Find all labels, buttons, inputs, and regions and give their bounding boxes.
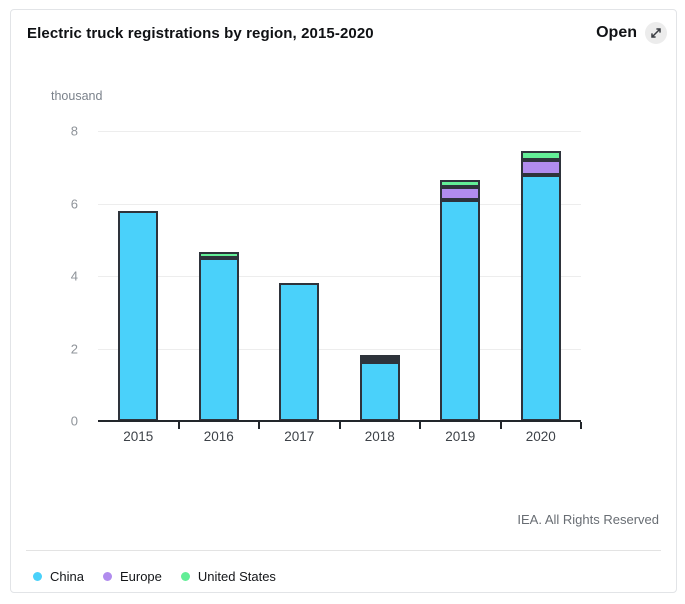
source-attribution: IEA. All Rights Reserved <box>517 512 659 527</box>
y-axis-label-6: 6 <box>70 196 78 212</box>
footer-divider <box>26 550 661 551</box>
y-axis-label-4: 4 <box>70 268 78 284</box>
bar-2018-united-states[interactable] <box>359 355 400 360</box>
gridline-4 <box>98 276 581 278</box>
bar-2020-china[interactable] <box>520 174 561 421</box>
bar-2015-china[interactable] <box>118 211 159 421</box>
x-axis-label-2017: 2017 <box>284 429 315 444</box>
legend-swatch-united-states <box>180 571 190 581</box>
x-axis-tick <box>258 422 260 429</box>
y-axis-label-2: 2 <box>70 341 78 357</box>
legend-item-china[interactable]: China <box>33 569 84 584</box>
x-axis-tick <box>177 422 180 429</box>
x-axis-label-2020: 2020 <box>525 429 556 444</box>
legend-swatch-china <box>33 571 42 581</box>
bar-2016-china[interactable] <box>198 258 239 421</box>
bar-2020-europe[interactable] <box>520 160 561 175</box>
x-axis-tick <box>499 422 502 429</box>
gridline-6 <box>98 203 581 205</box>
chart-legend: China Europe United States <box>33 564 276 588</box>
y-axis-label-0: 0 <box>70 413 78 429</box>
bar-2020-united-states[interactable] <box>520 151 561 161</box>
x-axis-line <box>98 420 581 422</box>
x-axis-label-2015: 2015 <box>123 429 154 444</box>
bar-2017-china[interactable] <box>279 283 320 421</box>
stacked-bar-chart: 0 2 4 6 8 2015 2016 2017 2018 2019 2020 <box>11 10 678 480</box>
x-axis-tick <box>580 422 582 429</box>
bar-2019-china[interactable] <box>440 200 481 421</box>
bar-2018-china[interactable] <box>359 362 400 421</box>
legend-label: Europe <box>119 568 162 584</box>
expand-diagonal-icon[interactable] <box>645 22 667 44</box>
bar-2018-europe[interactable] <box>359 359 400 364</box>
x-axis-tick <box>338 422 341 429</box>
legend-item-europe[interactable]: Europe <box>102 568 162 584</box>
x-axis-label-2019: 2019 <box>445 429 476 444</box>
legend-item-united-states[interactable]: United States <box>180 568 276 584</box>
x-axis-label-2016: 2016 <box>203 429 234 444</box>
y-axis-label-8: 8 <box>70 123 78 139</box>
y-axis-unit-label: thousand <box>51 89 103 103</box>
bar-2016-united-states[interactable] <box>198 252 239 259</box>
legend-swatch-europe <box>102 571 112 581</box>
chart-title: Electric truck registrations by region, … <box>27 25 374 42</box>
gridline-8 <box>98 131 581 133</box>
x-axis-tick <box>419 422 421 429</box>
legend-label: China <box>50 568 84 584</box>
chart-card: Electric truck registrations by region, … <box>10 9 677 593</box>
open-button[interactable]: Open <box>596 22 667 44</box>
bar-2019-europe[interactable] <box>440 186 481 201</box>
bar-2019-united-states[interactable] <box>440 180 481 187</box>
legend-label: United States <box>197 568 276 584</box>
x-axis-label-2018: 2018 <box>364 429 395 444</box>
open-button-label: Open <box>596 24 637 41</box>
gridline-2 <box>98 348 581 350</box>
